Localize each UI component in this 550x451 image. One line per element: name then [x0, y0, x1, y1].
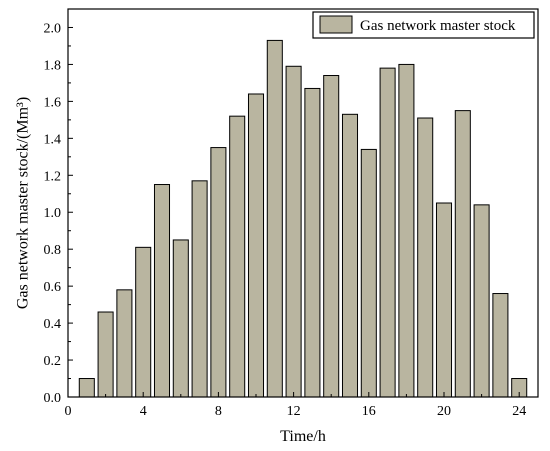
bar-hour-22	[473, 204, 490, 398]
bar-hour-15	[341, 113, 359, 398]
bar-hour-9	[229, 115, 246, 398]
y-tick-label: 0.0	[44, 391, 62, 406]
y-tick-label: 1.6	[44, 95, 62, 110]
bar-hour-19	[417, 117, 434, 398]
bar-hour-23	[492, 293, 509, 398]
bar-hour-2	[97, 311, 114, 398]
x-tick-label: 0	[65, 404, 72, 419]
y-tick-label: 0.4	[44, 317, 62, 332]
y-tick-label: 0.6	[44, 280, 62, 295]
bar-hour-4	[135, 246, 152, 398]
x-axis-ticks: 0 4 8 12 16 20 24	[65, 392, 526, 419]
y-axis-title: Gas network master stock/(Mm³)	[15, 97, 32, 309]
x-tick-label: 20	[437, 404, 451, 419]
bar-hour-21	[454, 110, 471, 398]
bar-hour-7	[191, 180, 208, 398]
legend-box	[312, 11, 535, 39]
bar-hour-17	[379, 67, 396, 398]
x-tick-label: 8	[215, 404, 222, 419]
y-tick-label: 1.4	[44, 132, 62, 147]
x-tick-label: 24	[512, 404, 526, 419]
x-axis-title: Time/h	[280, 428, 326, 445]
y-tick-label: 0.8	[44, 243, 62, 258]
bar-hour-16	[360, 148, 377, 398]
x-tick-label: 12	[287, 404, 301, 419]
bar-hour-12	[285, 65, 302, 398]
bar-hour-13	[304, 87, 321, 398]
bar-hour-5	[153, 184, 171, 398]
bar-hour-14	[323, 75, 340, 398]
y-tick-label: 0.2	[44, 354, 62, 369]
bar-hour-20	[435, 202, 453, 398]
y-tick-label: 2.0	[44, 21, 62, 36]
bar-hour-18	[398, 63, 415, 398]
bar-hour-3	[116, 289, 133, 398]
legend-label: Gas network master stock	[360, 18, 516, 34]
legend-swatch	[319, 15, 353, 34]
bar-hour-6	[172, 239, 189, 398]
plot-frame	[67, 8, 539, 398]
bar-hour-8	[210, 147, 227, 398]
x-tick-label: 16	[362, 404, 376, 419]
bar-hour-10	[247, 93, 265, 398]
y-tick-label: 1.8	[44, 58, 62, 73]
y-tick-label: 1.0	[44, 206, 62, 221]
x-tick-label: 4	[140, 404, 147, 419]
bar-hour-11	[266, 39, 283, 398]
y-axis-ticks: 0.0 0.2 0.4 0.6 0.8 1.0 1.2 1.4 1.6 1.8 2.0	[44, 21, 73, 406]
bars-layer	[78, 39, 528, 398]
y-tick-label: 1.2	[44, 169, 62, 184]
bar-hour-1	[78, 378, 95, 398]
legend: Gas network master stock	[312, 11, 535, 39]
